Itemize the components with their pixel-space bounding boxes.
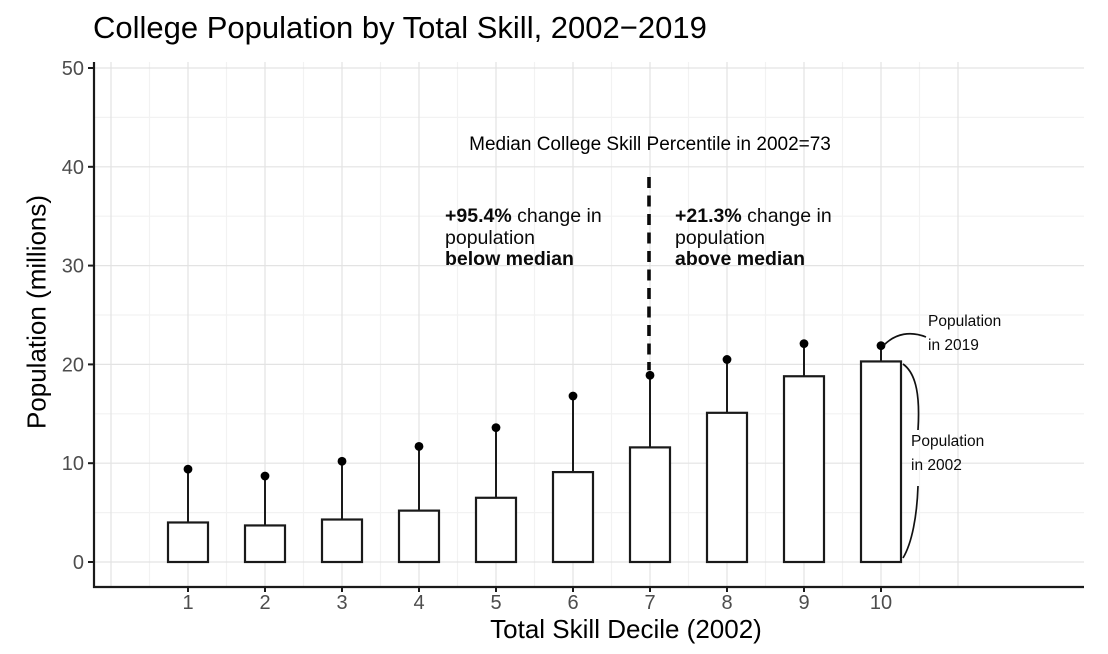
x-tick-label: 2: [259, 592, 270, 614]
point-decile-6: [568, 391, 578, 401]
below-median-pct: +95.4%: [445, 205, 512, 227]
x-tick-label: 3: [336, 592, 347, 614]
x-tick-label: 6: [567, 592, 578, 614]
point-decile-9: [799, 339, 809, 349]
point-decile-1: [183, 464, 193, 474]
bar-decile-2: [243, 524, 287, 564]
above-median-line2: population: [675, 226, 765, 249]
axis-tick-labels: 0 10 20 30 40 50 1 2 3 4 5 6 7 8 9 10: [62, 58, 892, 614]
gridlines-minor: [95, 62, 1084, 586]
above-median-line3: above median: [675, 248, 806, 270]
y-tick-label: 0: [73, 552, 84, 574]
point-decile-4: [414, 442, 424, 451]
bar-decile-4: [397, 509, 441, 564]
bar-decile-10: [859, 360, 903, 564]
bar-decile-8: [705, 411, 749, 564]
x-tick-label: 7: [644, 592, 655, 614]
bar-decile-9: [782, 375, 826, 564]
median-annotation: Median College Skill Percentile in 2002=…: [469, 134, 831, 155]
bar-decile-7: [628, 446, 672, 564]
bar-decile-6: [551, 470, 595, 564]
pop-2002-brace-upper-curve: [902, 363, 920, 431]
pop-2002-label: Population in 2002: [911, 433, 985, 474]
point-decile-8: [722, 355, 732, 364]
y-tick-label: 20: [62, 354, 84, 376]
x-axis-title: Total Skill Decile (2002): [490, 614, 762, 644]
pop-2019-leader-curve: [883, 332, 927, 346]
bar-decile-3: [320, 518, 364, 564]
points-2019: [183, 339, 886, 481]
y-tick-label: 30: [62, 256, 84, 278]
bar-decile-5: [474, 496, 518, 564]
point-decile-7: [645, 370, 655, 380]
chart-title: College Population by Total Skill, 2002−…: [93, 10, 707, 45]
below-median-line1: +95.4% change in: [445, 205, 602, 227]
y-axis-title: Population (millions): [21, 194, 52, 430]
pop-2002-brace-lower-curve: [902, 485, 919, 559]
pop-2019-label: Population in 2019: [928, 313, 1002, 354]
x-tick-label: 9: [798, 592, 809, 614]
axis-ticks: [88, 67, 882, 592]
annotation-leader-curves: [883, 332, 927, 559]
below-median-annotation: +95.4% change in population below median: [445, 205, 602, 271]
below-median-line3: below median: [445, 248, 574, 270]
x-tick-label: 4: [413, 592, 424, 614]
y-tick-label: 10: [62, 453, 84, 475]
point-decile-5: [491, 423, 501, 433]
below-median-line2: population: [445, 226, 535, 249]
point-decile-2: [260, 471, 270, 481]
above-median-line1: +21.3% change in: [675, 205, 832, 227]
point-decile-10: [876, 341, 886, 351]
axis-lines: [92, 62, 1084, 589]
above-median-annotation: +21.3% change in population above median: [675, 205, 832, 271]
y-tick-label: 40: [62, 157, 84, 179]
x-tick-label: 8: [721, 592, 732, 614]
x-tick-label: 5: [490, 592, 501, 614]
point-decile-3: [337, 456, 347, 466]
bar-decile-1: [166, 521, 210, 564]
x-tick-label: 1: [182, 592, 193, 614]
x-tick-label: 10: [870, 592, 892, 614]
above-median-pct: +21.3%: [675, 205, 742, 227]
y-tick-label: 50: [62, 58, 84, 80]
bars-2002: [166, 346, 903, 564]
